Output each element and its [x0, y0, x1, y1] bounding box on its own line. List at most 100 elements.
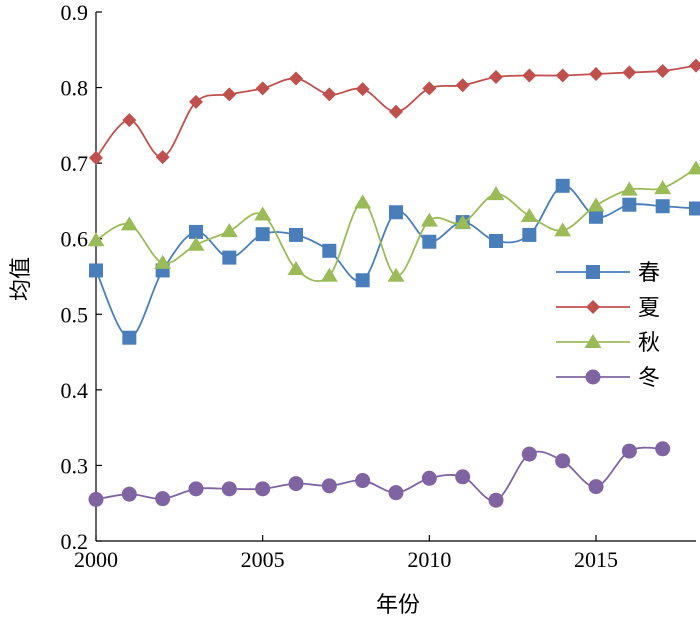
- data-point: [222, 250, 237, 265]
- legend-label: 秋: [638, 331, 660, 356]
- data-point: [622, 65, 637, 80]
- data-point: [355, 82, 370, 97]
- data-point: [422, 81, 437, 96]
- data-point: [589, 209, 603, 224]
- data-point: [120, 216, 138, 231]
- legend-item: 冬: [556, 366, 660, 391]
- data-point: [321, 478, 337, 494]
- data-point: [489, 233, 503, 248]
- legend-label: 冬: [638, 366, 660, 391]
- axes: 0.2 0.3 0.4 0.5 0.6 0.7 0.8 0.9 2000 2005 2010 2015: [61, 0, 696, 572]
- y-tick-label: 0.9: [61, 0, 89, 25]
- data-point: [189, 224, 203, 239]
- data-point: [621, 443, 637, 459]
- series-layer: [87, 58, 700, 508]
- data-point: [655, 199, 670, 214]
- series-square: [89, 178, 700, 345]
- x-tick-label: 2010: [407, 547, 451, 572]
- data-point: [388, 485, 404, 501]
- data-point: [255, 81, 270, 96]
- series-line: [95, 167, 697, 283]
- x-tick-label: 2015: [574, 547, 618, 572]
- legend-marker: [584, 334, 602, 348]
- data-point: [288, 476, 304, 492]
- data-point: [121, 486, 137, 502]
- data-point: [220, 223, 238, 238]
- data-point: [289, 71, 303, 86]
- data-point: [289, 227, 303, 242]
- data-point: [455, 469, 471, 485]
- data-point: [521, 446, 537, 462]
- data-point: [322, 243, 337, 258]
- data-point: [89, 150, 103, 165]
- data-point: [87, 232, 105, 247]
- series-line: [95, 446, 663, 502]
- data-point: [655, 63, 670, 78]
- data-point: [187, 236, 205, 251]
- y-axis-title: 均值: [9, 257, 34, 301]
- series-circle: [88, 441, 671, 508]
- y-tick-label: 0.2: [61, 529, 89, 554]
- data-point: [622, 197, 637, 212]
- data-point: [422, 234, 437, 249]
- data-point: [222, 87, 237, 102]
- data-point: [520, 208, 538, 223]
- legend-item: 夏: [556, 296, 660, 321]
- legend-label: 春: [638, 261, 660, 286]
- data-point: [687, 160, 700, 175]
- data-point: [287, 260, 305, 275]
- data-point: [589, 66, 603, 81]
- data-point: [355, 273, 370, 288]
- data-point: [355, 473, 371, 489]
- data-point: [389, 104, 403, 119]
- data-point: [620, 181, 638, 196]
- data-point: [588, 479, 604, 495]
- data-point: [420, 212, 438, 227]
- data-point: [555, 178, 570, 193]
- data-point: [489, 69, 503, 84]
- x-tick-label: 2005: [241, 547, 285, 572]
- y-tick-label: 0.3: [61, 453, 89, 478]
- legend-label: 夏: [638, 296, 660, 321]
- data-point: [555, 453, 571, 469]
- data-point: [188, 481, 204, 497]
- data-point: [122, 330, 137, 345]
- data-point: [154, 254, 172, 269]
- data-point: [421, 470, 437, 486]
- y-tick-label: 0.6: [61, 227, 89, 252]
- data-point: [454, 214, 472, 229]
- data-point: [320, 267, 338, 282]
- data-point: [255, 481, 271, 497]
- data-point: [487, 186, 505, 201]
- data-point: [89, 263, 103, 278]
- data-point: [155, 150, 170, 165]
- data-point: [155, 491, 171, 507]
- data-point: [654, 180, 672, 195]
- legend-item: 春: [556, 261, 660, 286]
- y-tick-label: 0.7: [61, 151, 89, 176]
- legend-marker: [586, 265, 600, 279]
- data-point: [122, 113, 137, 128]
- x-axis-title: 年份: [376, 593, 420, 618]
- legend-marker: [585, 369, 601, 385]
- data-point: [221, 481, 237, 497]
- data-point: [455, 78, 470, 93]
- data-point: [389, 205, 403, 220]
- data-point: [255, 227, 270, 242]
- data-point: [587, 197, 605, 212]
- y-tick-label: 0.4: [61, 378, 89, 403]
- data-point: [655, 441, 671, 457]
- data-point: [488, 492, 504, 508]
- y-tick-label: 0.5: [61, 302, 89, 327]
- data-point: [354, 194, 372, 209]
- data-point: [254, 206, 272, 221]
- series-diamond: [89, 58, 700, 165]
- data-point: [189, 94, 203, 109]
- data-point: [322, 87, 337, 102]
- data-point: [689, 58, 700, 73]
- data-point: [689, 201, 700, 216]
- series-triangle: [87, 160, 700, 283]
- legend-marker: [586, 300, 600, 314]
